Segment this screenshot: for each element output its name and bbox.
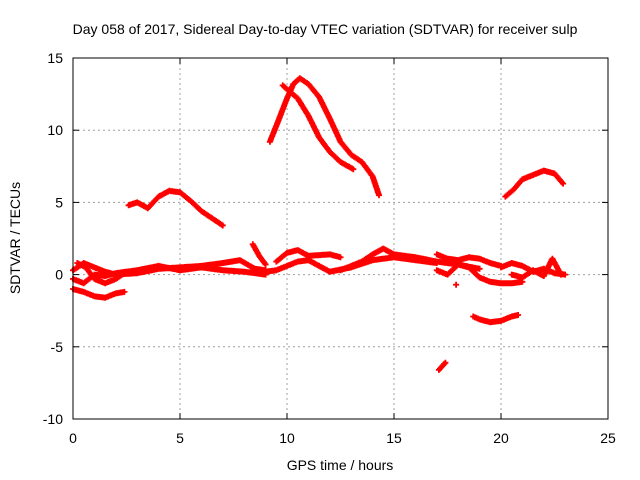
chart-title: Day 058 of 2017, Sidereal Day-to-day VTE… xyxy=(73,21,578,37)
series-markers xyxy=(266,75,382,199)
series-arc-4 xyxy=(74,260,130,287)
axis-ticks: 0 5 10 15 20 25 -10 -5 0 5 10 15 xyxy=(43,50,616,446)
series-arc-7 xyxy=(266,75,382,199)
series-arc-18 xyxy=(435,359,449,373)
x-axis-label: GPS time / hours xyxy=(287,457,394,473)
series-arc-8 xyxy=(279,82,357,173)
x-tick-label: 5 xyxy=(176,430,184,446)
series-markers xyxy=(470,312,522,326)
series-arc-6 xyxy=(249,241,269,268)
grid-lines xyxy=(73,58,608,419)
series-arc-9 xyxy=(273,247,344,265)
series-markers xyxy=(433,261,526,287)
series-arc-17 xyxy=(502,167,567,200)
series-markers xyxy=(453,281,460,288)
y-tick-label: 5 xyxy=(55,194,63,210)
data-points xyxy=(70,75,569,373)
series-arc-12 xyxy=(433,251,504,269)
series-markers xyxy=(74,260,130,287)
series-markers xyxy=(273,247,344,265)
series-markers xyxy=(125,187,226,229)
x-tick-label: 0 xyxy=(69,430,77,446)
x-tick-label: 15 xyxy=(386,430,402,446)
y-axis-label: SDTVAR / TECUs xyxy=(7,182,23,294)
series-arc-19 xyxy=(453,281,460,288)
series-markers xyxy=(70,286,128,301)
series-markers xyxy=(249,241,269,268)
series-arc-1 xyxy=(70,286,128,301)
y-tick-label: 15 xyxy=(47,50,63,66)
series-arc-5 xyxy=(125,187,226,229)
x-tick-label: 10 xyxy=(279,430,295,446)
series-arc-16 xyxy=(470,312,522,326)
series-markers xyxy=(502,167,567,200)
series-markers xyxy=(508,255,564,281)
y-tick-label: -5 xyxy=(51,339,64,355)
y-tick-label: 10 xyxy=(47,122,63,138)
series-markers xyxy=(433,251,504,269)
plot-frame xyxy=(72,57,609,420)
x-tick-label: 20 xyxy=(493,430,509,446)
x-tick-label: 25 xyxy=(600,430,616,446)
series-markers xyxy=(435,359,449,373)
series-arc-15 xyxy=(508,255,564,281)
y-tick-label: 0 xyxy=(55,267,63,283)
series-markers xyxy=(279,82,357,173)
series-arc-13 xyxy=(433,261,526,287)
y-tick-label: -10 xyxy=(43,411,63,427)
